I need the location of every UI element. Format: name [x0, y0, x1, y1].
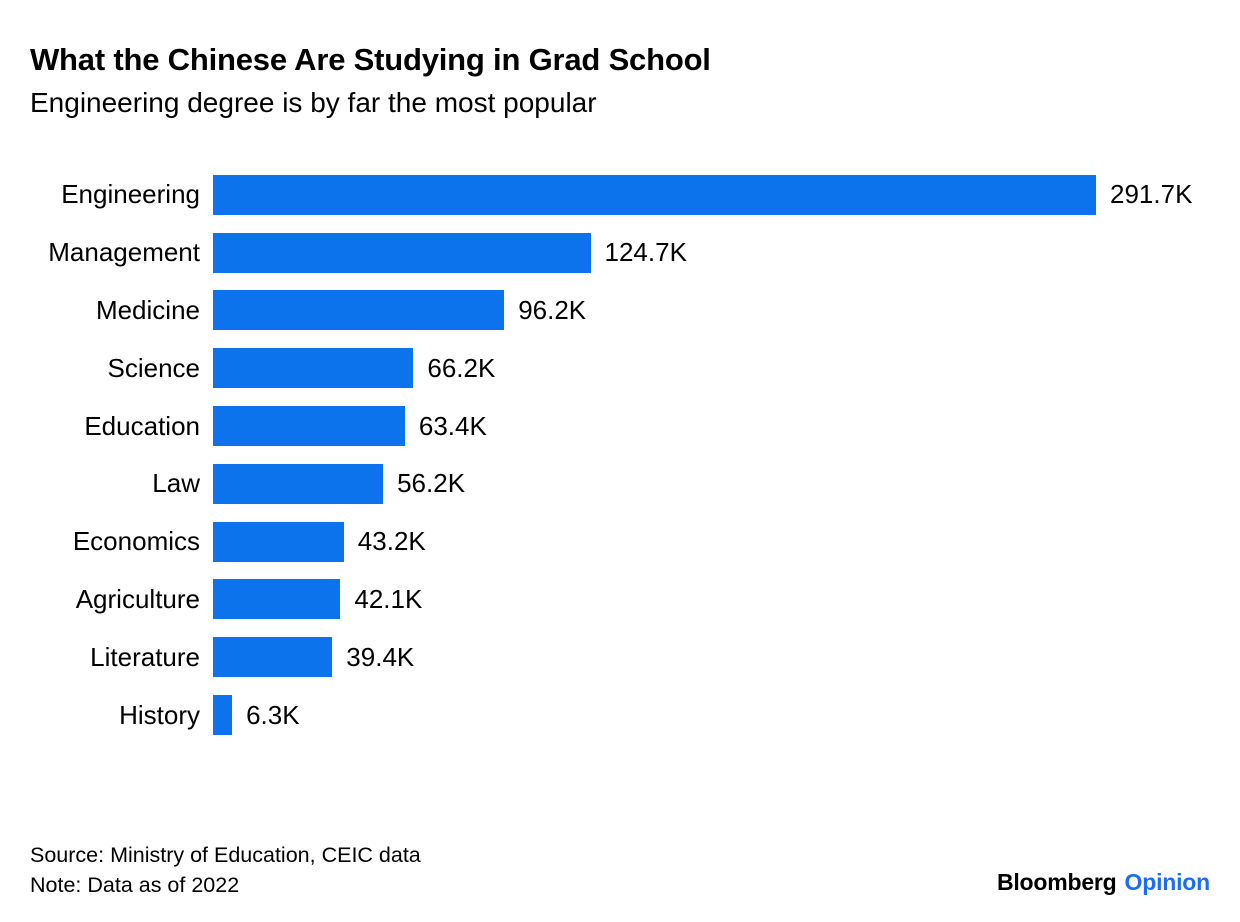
bar-track: 39.4K: [213, 628, 1240, 686]
bar: [213, 579, 341, 620]
value-label: 42.1K: [354, 583, 423, 614]
value-label: 66.2K: [427, 352, 496, 383]
bar: [213, 406, 405, 447]
bar-row: History 6.3K: [30, 686, 1240, 744]
category-label: Literature: [90, 641, 200, 672]
bar-row: Law 56.2K: [30, 455, 1240, 513]
bar-track: 42.1K: [213, 571, 1240, 629]
category-label: Science: [107, 352, 201, 383]
bar-track: 96.2K: [213, 282, 1240, 340]
bar: [213, 232, 591, 273]
bar-row: Science 66.2K: [30, 339, 1240, 397]
value-label: 63.4K: [418, 410, 487, 441]
bar-row: Agriculture 42.1K: [30, 571, 1240, 629]
value-label: 43.2K: [357, 526, 426, 557]
bar: [213, 290, 505, 331]
bar-row: Literature 39.4K: [30, 628, 1240, 686]
category-label: Economics: [72, 526, 200, 557]
bar-chart: Engineering 291.7K Management 124.7K Medicin…: [30, 166, 1240, 744]
bar-track: 56.2K: [213, 455, 1240, 513]
chart-title: What the Chinese Are Studying in Grad Sc…: [30, 42, 711, 77]
category-label: Law: [152, 468, 200, 499]
bar-track: 63.4K: [213, 397, 1240, 455]
bar-row: Education 63.4K: [30, 397, 1240, 455]
bar-track: 291.7K: [213, 166, 1240, 224]
bar-row: Engineering 291.7K: [30, 166, 1240, 224]
category-label: Medicine: [95, 294, 200, 325]
bar: [213, 463, 384, 504]
category-label: Management: [48, 237, 200, 268]
bar: [213, 695, 233, 736]
bar: [213, 521, 344, 562]
bar-track: 43.2K: [213, 513, 1240, 571]
data-note: Note: Data as of 2022: [30, 873, 240, 897]
bar: [213, 174, 1096, 215]
bloomberg-opinion-logo: Bloomberg Opinion: [997, 869, 1210, 896]
category-label: History: [119, 699, 200, 730]
opinion-wordmark: Opinion: [1124, 869, 1211, 895]
value-label: 96.2K: [518, 294, 587, 325]
bloomberg-wordmark: Bloomberg: [996, 869, 1117, 895]
bar: [213, 348, 414, 389]
value-label: 6.3K: [246, 699, 300, 730]
bar-row: Medicine 96.2K: [30, 282, 1240, 340]
source-note: Source: Ministry of Education, CEIC data: [30, 843, 421, 867]
category-label: Agriculture: [75, 583, 200, 614]
value-label: 56.2K: [397, 468, 466, 499]
value-label: 291.7K: [1110, 179, 1193, 210]
bar-track: 124.7K: [213, 224, 1240, 282]
bar-track: 6.3K: [213, 686, 1240, 744]
chart-footer: Source: Ministry of Education, CEIC data…: [30, 840, 421, 900]
value-label: 39.4K: [346, 641, 415, 672]
value-label: 124.7K: [604, 237, 687, 268]
bar-row: Management 124.7K: [30, 224, 1240, 282]
chart-subtitle: Engineering degree is by far the most po…: [30, 87, 597, 118]
category-label: Education: [84, 410, 200, 441]
bar-track: 66.2K: [213, 339, 1240, 397]
category-label: Engineering: [61, 179, 200, 210]
bar: [213, 637, 333, 678]
bar-row: Economics 43.2K: [30, 513, 1240, 571]
